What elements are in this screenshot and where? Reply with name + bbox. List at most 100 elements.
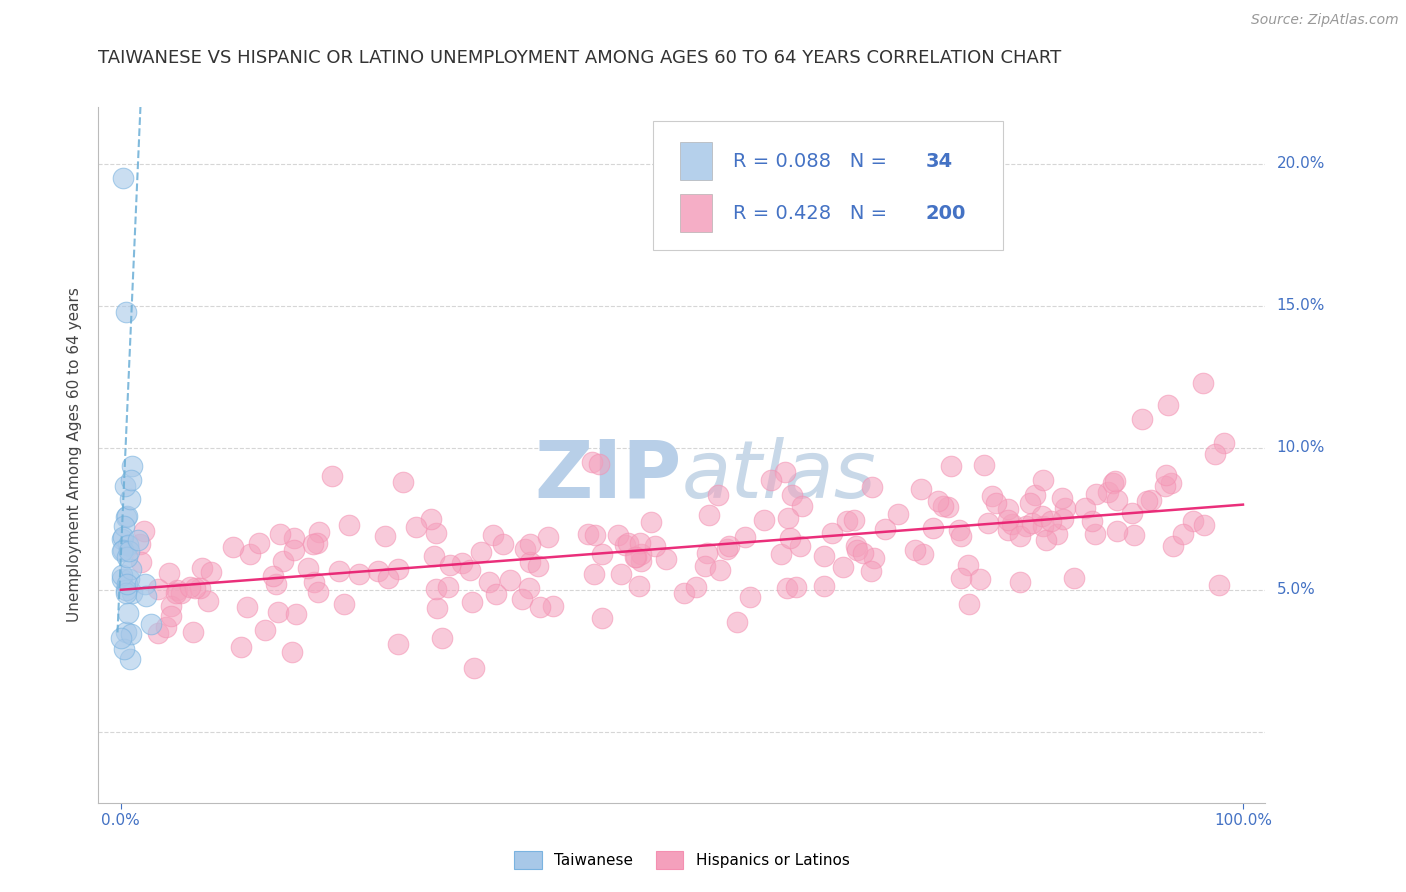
- Point: [127, 533, 149, 547]
- Point: [425, 582, 447, 597]
- Point: [481, 527, 503, 541]
- Point: [111, 544, 134, 558]
- Point: [776, 582, 799, 596]
- Point: [969, 572, 991, 586]
- Point: [405, 520, 427, 534]
- FancyBboxPatch shape: [679, 142, 713, 180]
- Point: [1191, 376, 1213, 390]
- Point: [302, 537, 325, 551]
- Point: [439, 558, 461, 573]
- Point: [115, 624, 138, 639]
- Point: [1140, 493, 1163, 508]
- Point: [239, 547, 262, 561]
- Point: [693, 559, 716, 574]
- Point: [957, 597, 980, 611]
- Point: [129, 537, 152, 551]
- Point: [115, 550, 138, 565]
- Point: [1073, 500, 1095, 515]
- Point: [148, 582, 170, 597]
- Text: 15.0%: 15.0%: [1277, 298, 1324, 313]
- Point: [1194, 518, 1216, 533]
- Point: [437, 580, 460, 594]
- Point: [717, 539, 740, 553]
- Text: TAIWANESE VS HISPANIC OR LATINO UNEMPLOYMENT AMONG AGES 60 TO 64 YEARS CORRELATI: TAIWANESE VS HISPANIC OR LATINO UNEMPLOY…: [98, 49, 1062, 67]
- Point: [845, 539, 868, 553]
- Point: [948, 523, 970, 537]
- Point: [785, 580, 807, 594]
- Point: [1001, 516, 1024, 531]
- Point: [606, 528, 628, 542]
- Point: [117, 538, 139, 552]
- Point: [264, 577, 287, 591]
- Point: [860, 564, 883, 578]
- Point: [591, 547, 613, 561]
- Point: [984, 496, 1007, 510]
- Point: [132, 524, 155, 538]
- Point: [181, 625, 204, 640]
- Point: [1010, 574, 1032, 589]
- Point: [451, 556, 474, 570]
- Point: [779, 531, 801, 545]
- Text: R = 0.088   N =: R = 0.088 N =: [734, 152, 893, 170]
- Point: [281, 645, 304, 659]
- Point: [624, 549, 647, 564]
- Point: [129, 555, 152, 569]
- Point: [725, 615, 748, 629]
- Point: [419, 512, 441, 526]
- Point: [835, 514, 858, 528]
- Point: [931, 499, 953, 513]
- Point: [117, 606, 139, 620]
- Point: [328, 564, 350, 578]
- Point: [321, 469, 343, 483]
- Point: [134, 577, 156, 591]
- Point: [307, 536, 329, 550]
- Point: [492, 537, 515, 551]
- Point: [1204, 447, 1226, 461]
- Point: [640, 515, 662, 529]
- Point: [860, 480, 883, 494]
- Point: [1019, 496, 1042, 510]
- Point: [1015, 518, 1038, 533]
- Point: [513, 542, 536, 557]
- Point: [283, 543, 305, 558]
- Point: [875, 522, 897, 536]
- Text: 5.0%: 5.0%: [1277, 582, 1316, 598]
- Point: [792, 500, 814, 514]
- Text: R = 0.428   N =: R = 0.428 N =: [734, 204, 894, 223]
- Point: [307, 585, 329, 599]
- Point: [160, 609, 183, 624]
- Point: [863, 550, 886, 565]
- Point: [392, 475, 415, 489]
- Text: Source: ZipAtlas.com: Source: ZipAtlas.com: [1251, 13, 1399, 28]
- Legend: Taiwanese, Hispanics or Latinos: Taiwanese, Hispanics or Latinos: [508, 846, 856, 875]
- Point: [1039, 514, 1062, 528]
- Point: [921, 520, 943, 534]
- Point: [977, 516, 1000, 531]
- Point: [630, 554, 652, 568]
- Point: [184, 582, 207, 596]
- Point: [425, 525, 447, 540]
- Point: [112, 543, 135, 558]
- Point: [588, 457, 610, 471]
- Point: [957, 558, 980, 573]
- Point: [949, 529, 972, 543]
- Point: [583, 528, 606, 542]
- Point: [460, 595, 482, 609]
- Point: [610, 567, 633, 582]
- Point: [112, 530, 135, 544]
- Point: [112, 518, 135, 533]
- Point: [463, 661, 485, 675]
- Point: [114, 479, 136, 493]
- Point: [950, 571, 973, 585]
- Point: [591, 611, 613, 625]
- Point: [583, 566, 606, 581]
- Point: [1102, 475, 1125, 490]
- Point: [118, 652, 141, 666]
- Point: [1097, 484, 1119, 499]
- Point: [842, 513, 865, 527]
- Point: [617, 536, 640, 550]
- Point: [1182, 514, 1205, 528]
- Point: [707, 488, 730, 502]
- Point: [121, 458, 143, 473]
- Point: [197, 594, 219, 608]
